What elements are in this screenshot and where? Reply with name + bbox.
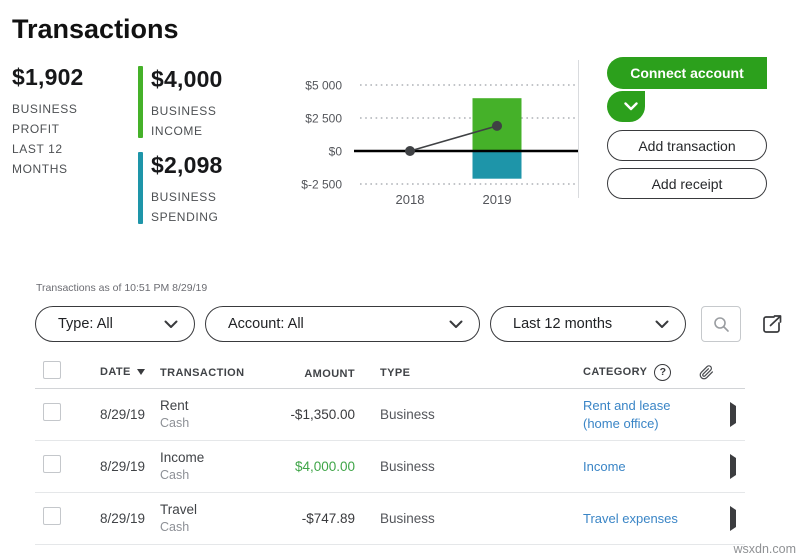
search-button[interactable]: [701, 306, 741, 342]
type-column-header: TYPE: [380, 367, 411, 379]
row-checkbox[interactable]: [43, 455, 61, 473]
income-label: BUSINESS INCOME: [151, 104, 217, 138]
export-button[interactable]: [757, 310, 787, 340]
transactions-table: DATE TRANSACTION AMOUNT TYPE CATEGORY ? …: [35, 356, 745, 545]
connect-account-label: Connect account: [630, 65, 744, 81]
row-checkbox[interactable]: [43, 403, 61, 421]
select-all-checkbox[interactable]: [43, 360, 61, 379]
svg-text:$0: $0: [329, 145, 343, 159]
table-row[interactable]: 8/29/19 Travel Cash -$747.89 Business Tr…: [35, 493, 745, 545]
stat-business-profit: $1,902 BUSINESS PROFIT LAST 12 MONTHS: [12, 64, 84, 179]
table-row[interactable]: 8/29/19 Rent Cash -$1,350.00 Business Re…: [35, 389, 745, 441]
svg-text:$2 500: $2 500: [305, 112, 342, 126]
row-date: 8/29/19: [100, 459, 146, 474]
row-category-link[interactable]: Income: [583, 458, 626, 474]
income-value: $4,000: [151, 66, 223, 92]
row-transaction-name: Travel: [160, 502, 198, 517]
profit-value: $1,902: [12, 64, 84, 90]
row-category-link[interactable]: Travel expenses: [583, 510, 678, 526]
transactions-as-of-text: Transactions as of 10:51 PM 8/29/19: [36, 282, 208, 294]
date-column-header[interactable]: DATE: [100, 366, 131, 378]
profit-chart: $5 000 $2 500 $0 $-2 500 2018 2019: [301, 79, 578, 207]
action-buttons: Connect account Add transaction Add rece…: [607, 57, 767, 199]
attachment-paperclip-icon: [699, 364, 714, 379]
type-filter-value: Type: All: [58, 316, 113, 332]
table-header-row: DATE TRANSACTION AMOUNT TYPE CATEGORY ?: [35, 356, 745, 389]
row-amount: $4,000.00: [294, 459, 355, 474]
row-type: Business: [380, 459, 435, 474]
filter-bar: Type: All Account: All Last 12 months: [35, 306, 787, 343]
svg-text:$-2 500: $-2 500: [301, 178, 342, 192]
amount-column-header: AMOUNT: [304, 367, 355, 380]
category-column-header: CATEGORY: [583, 366, 648, 378]
row-type: Business: [380, 407, 435, 422]
search-icon: [713, 316, 729, 332]
add-transaction-label: Add transaction: [638, 137, 736, 154]
row-date: 8/29/19: [100, 407, 146, 422]
connect-account-dropdown-button[interactable]: [607, 91, 645, 122]
chevron-down-icon: [624, 102, 638, 111]
row-date: 8/29/19: [100, 511, 146, 526]
row-category-link[interactable]: Rent and lease (home office): [583, 397, 671, 431]
export-icon: [763, 315, 782, 333]
chevron-down-icon: [449, 320, 463, 328]
svg-text:2018: 2018: [396, 192, 425, 207]
row-expand-chevron-icon[interactable]: [730, 453, 736, 479]
sort-descending-icon: [136, 369, 145, 375]
row-amount: -$1,350.00: [290, 407, 355, 422]
add-transaction-button[interactable]: Add transaction: [607, 130, 767, 161]
row-payment-method: Cash: [160, 520, 190, 534]
row-amount: -$747.89: [301, 511, 355, 526]
section-divider: [578, 60, 579, 198]
stat-business-income: $4,000 BUSINESS INCOME: [151, 66, 223, 141]
row-expand-chevron-icon[interactable]: [730, 505, 736, 531]
svg-text:$5 000: $5 000: [305, 79, 342, 93]
transaction-column-header: TRANSACTION: [160, 367, 245, 379]
account-filter-dropdown[interactable]: Account: All: [205, 306, 480, 342]
row-checkbox[interactable]: [43, 507, 61, 525]
account-filter-value: Account: All: [228, 316, 304, 332]
spending-value: $2,098: [151, 152, 223, 178]
profit-label: BUSINESS PROFIT LAST 12 MONTHS: [12, 102, 78, 176]
row-expand-chevron-icon[interactable]: [730, 401, 736, 427]
row-payment-method: Cash: [160, 416, 190, 430]
page-title: Transactions: [12, 14, 179, 44]
row-transaction-name: Income: [160, 450, 205, 465]
table-row[interactable]: 8/29/19 Income Cash $4,000.00 Business I…: [35, 441, 745, 493]
svg-text:2019: 2019: [483, 192, 512, 207]
connect-account-button[interactable]: Connect account: [607, 57, 767, 89]
type-filter-dropdown[interactable]: Type: All: [35, 306, 195, 342]
add-receipt-label: Add receipt: [651, 175, 723, 192]
chevron-down-icon: [164, 320, 178, 328]
row-payment-method: Cash: [160, 468, 190, 482]
date-range-value: Last 12 months: [513, 316, 613, 332]
row-transaction-name: Rent: [160, 398, 189, 413]
profit-loss-chart: $5 000 $2 500 $0 $-2 500 2018 2019: [288, 70, 580, 220]
add-receipt-button[interactable]: Add receipt: [607, 168, 767, 199]
spending-label: BUSINESS SPENDING: [151, 190, 219, 224]
income-accent-bar: [138, 66, 143, 138]
row-type: Business: [380, 511, 435, 526]
date-range-filter-dropdown[interactable]: Last 12 months: [490, 306, 686, 342]
stat-business-spending: $2,098 BUSINESS SPENDING: [151, 152, 223, 227]
spending-accent-bar: [138, 152, 143, 224]
category-help-icon[interactable]: ?: [654, 363, 672, 381]
watermark: wsxdn.com: [733, 542, 796, 556]
chevron-down-icon: [655, 320, 669, 328]
